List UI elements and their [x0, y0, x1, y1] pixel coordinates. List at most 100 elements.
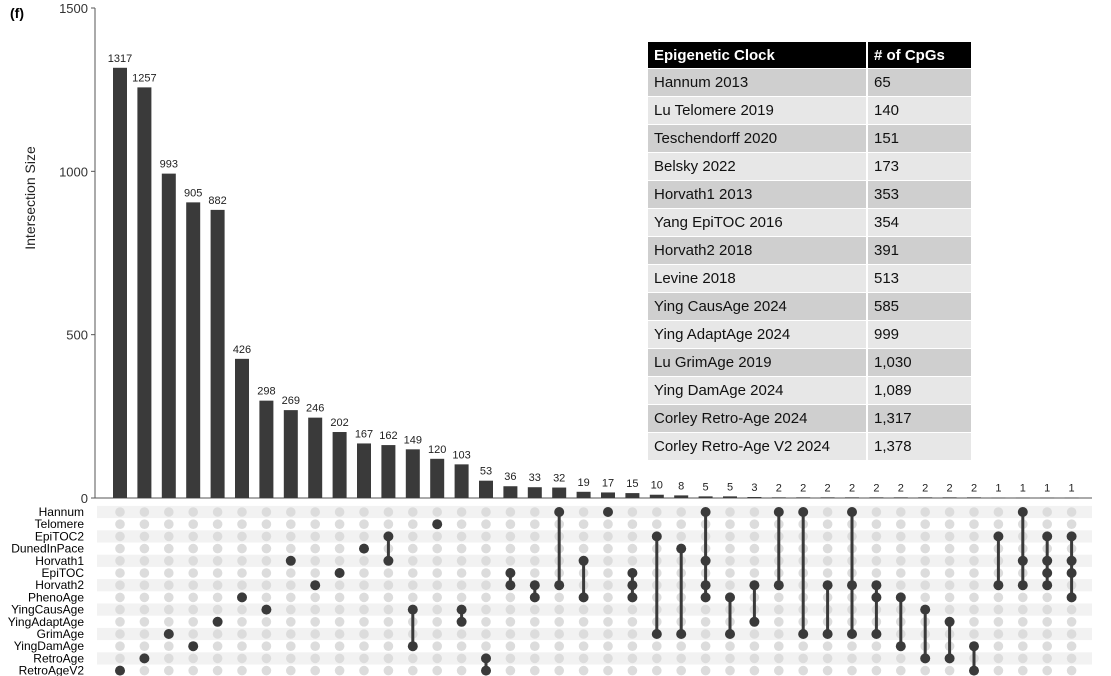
clock-name-cell: Horvath1 2013 — [648, 180, 868, 209]
matrix-dot-inactive — [920, 556, 930, 566]
matrix-dot-active — [237, 592, 247, 603]
matrix-dot-inactive — [896, 543, 906, 554]
matrix-dot-inactive — [432, 592, 443, 603]
bar-value-label: 120 — [428, 444, 446, 456]
matrix-dot-inactive — [530, 507, 540, 517]
matrix-dot-inactive — [261, 641, 272, 651]
matrix-dot-inactive — [871, 556, 882, 566]
matrix-dot-inactive — [481, 604, 491, 615]
matrix-dot-inactive — [212, 641, 223, 651]
matrix-dot-active — [920, 604, 931, 615]
matrix-dot-inactive — [969, 617, 979, 627]
cpg-count-cell: 1,030 — [867, 348, 971, 377]
matrix-dot-inactive — [334, 653, 345, 664]
set-label: EpiTOC2 — [35, 529, 84, 543]
matrix-dot-inactive — [749, 665, 760, 676]
matrix-dot-inactive — [286, 653, 296, 664]
matrix-dot-inactive — [725, 507, 735, 517]
intersection-bar — [381, 445, 396, 498]
matrix-dot-inactive — [627, 641, 638, 651]
matrix-dot-inactive — [432, 629, 443, 639]
matrix-dot-inactive — [115, 629, 125, 639]
matrix-dot-inactive — [334, 665, 345, 676]
matrix-dot-inactive — [408, 592, 418, 603]
set-label: Horvath1 — [35, 554, 84, 568]
matrix-dot-active — [261, 604, 272, 615]
matrix-dot-inactive — [505, 604, 516, 615]
matrix-dot-inactive — [578, 665, 589, 676]
matrix-dot-inactive — [456, 653, 467, 664]
matrix-dot-inactive — [383, 629, 394, 639]
intersection-bar — [869, 497, 884, 498]
bar-value-label: 246 — [306, 403, 324, 415]
matrix-dot-inactive — [993, 604, 1004, 615]
matrix-dot-inactive — [408, 653, 418, 664]
table-row: Lu Telomere 2019 140 — [648, 96, 971, 125]
matrix-stripe — [97, 554, 1092, 567]
matrix-dot-active — [383, 531, 394, 542]
intersection-bar — [1040, 497, 1055, 499]
matrix-dot-active — [773, 580, 784, 591]
matrix-dot-active — [651, 629, 662, 639]
matrix-stripe — [97, 579, 1092, 592]
matrix-dot-inactive — [847, 641, 857, 651]
matrix-dot-inactive — [164, 617, 174, 627]
matrix-dot-active — [920, 653, 931, 664]
matrix-dot-inactive — [359, 519, 369, 529]
matrix-dot-inactive — [700, 629, 711, 639]
set-label: RetroAgeV2 — [19, 664, 85, 676]
matrix-dot-inactive — [578, 653, 589, 664]
matrix-dot-inactive — [896, 507, 906, 517]
matrix-dot-inactive — [212, 629, 223, 639]
matrix-dot-inactive — [286, 617, 296, 627]
matrix-dot-inactive — [1018, 665, 1028, 676]
matrix-dot-inactive — [115, 568, 125, 578]
clock-name-cell: Corley Retro-Age V2 2024 — [648, 432, 868, 460]
matrix-dot-inactive — [652, 507, 662, 517]
matrix-dot-active — [725, 629, 735, 639]
matrix-dot-inactive — [969, 556, 979, 566]
matrix-dot-inactive — [286, 543, 296, 554]
clock-name-cell: Belsky 2022 — [648, 152, 868, 181]
matrix-dot-inactive — [286, 519, 296, 529]
table-row: Corley Retro-Age 2024 1,317 — [648, 404, 971, 433]
matrix-dot-inactive — [774, 665, 784, 676]
matrix-dot-inactive — [578, 641, 589, 651]
matrix-dot-inactive — [749, 556, 760, 566]
matrix-dot-inactive — [481, 507, 491, 517]
matrix-dot-inactive — [725, 641, 735, 651]
matrix-dot-inactive — [261, 568, 272, 578]
matrix-dot-active — [871, 592, 882, 603]
matrix-dot-inactive — [1042, 507, 1052, 517]
matrix-dot-active — [871, 580, 882, 591]
matrix-dot-inactive — [969, 568, 979, 578]
matrix-dot-active — [578, 555, 589, 566]
matrix-dot-active — [334, 568, 345, 578]
matrix-dot-inactive — [969, 592, 979, 603]
matrix-dot-inactive — [920, 580, 930, 590]
matrix-dot-inactive — [188, 665, 198, 676]
matrix-dot-inactive — [969, 519, 979, 529]
intersection-bar — [893, 497, 908, 498]
matrix-dot-active — [456, 604, 467, 615]
matrix-dot-active — [529, 580, 540, 591]
matrix-dot-inactive — [627, 531, 638, 542]
matrix-dot-inactive — [481, 641, 491, 651]
matrix-dot-inactive — [261, 580, 272, 590]
bar-value-label: 162 — [379, 430, 397, 442]
table-row: Yang EpiTOC 2016 354 — [648, 208, 971, 237]
intersection-bar — [1015, 497, 1030, 499]
matrix-dot-inactive — [481, 531, 491, 542]
matrix-dot-inactive — [1066, 653, 1077, 664]
table-row: Lu GrimAge 2019 1,030 — [648, 348, 971, 377]
matrix-dot-inactive — [164, 653, 174, 664]
matrix-dot-inactive — [408, 568, 418, 578]
matrix-dot-active — [407, 604, 418, 615]
intersection-bar — [649, 494, 664, 498]
matrix-dot-inactive — [432, 507, 443, 517]
matrix-dot-inactive — [676, 531, 686, 542]
matrix-dot-inactive — [603, 568, 613, 578]
matrix-dot-inactive — [505, 629, 516, 639]
matrix-dot-inactive — [822, 519, 833, 529]
cpg-count-cell: 585 — [867, 292, 971, 321]
